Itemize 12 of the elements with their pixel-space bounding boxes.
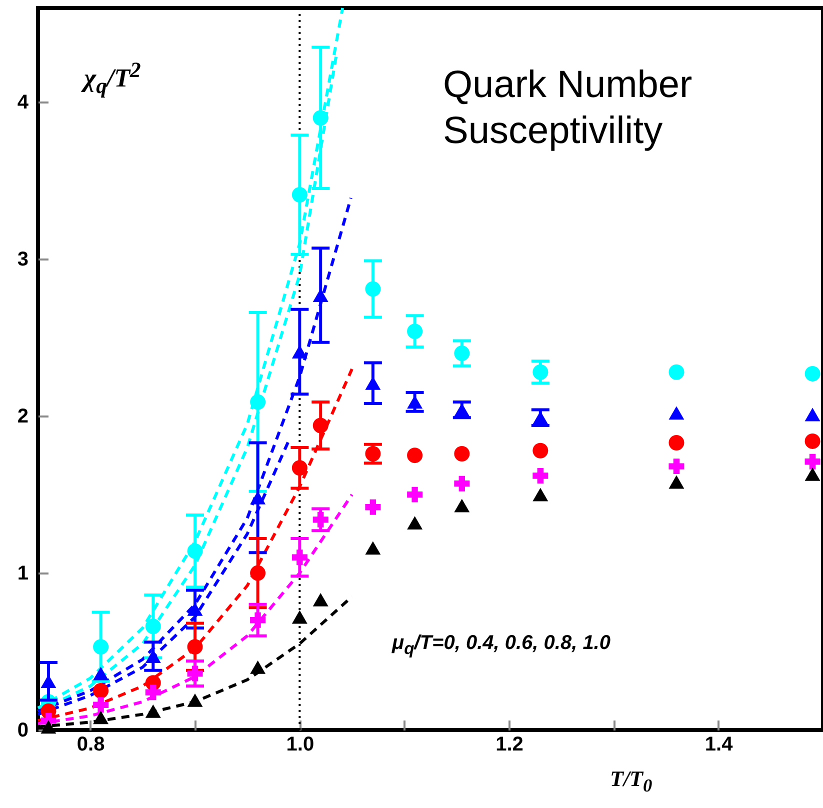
y-tick-label: 3 — [17, 248, 28, 271]
x-tick-label: 1.4 — [704, 734, 734, 756]
text: Quark Number Susceptivility — [443, 63, 694, 154]
y-tick-label: 1 — [17, 562, 28, 585]
y-tick-label: 0 — [17, 720, 28, 742]
x-tick-label: 1.2 — [496, 734, 524, 756]
x-tick-label: 1.0 — [286, 734, 314, 756]
x-tick-label: 0.8 — [76, 734, 105, 756]
annotation: μ$_{q}$/T=0, 0.4, 0.6, 0.8, 1.0 — [392, 632, 610, 659]
x-axis-title: T/T$_{0}$ — [610, 766, 652, 796]
y-tick-label: 4 — [17, 92, 30, 114]
y-tick-label: 2 — [17, 406, 28, 428]
